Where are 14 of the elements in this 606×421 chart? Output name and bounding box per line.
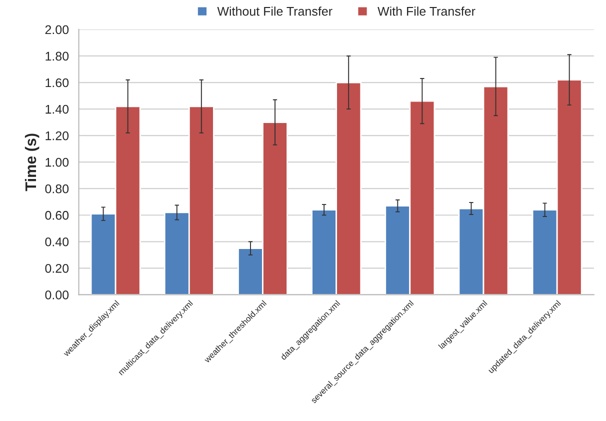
legend-label: Without File Transfer <box>217 6 332 16</box>
y-tick-label: 0.60 <box>45 210 69 220</box>
legend-label: With File Transfer <box>378 6 476 16</box>
y-tick-label: 0.20 <box>45 264 69 273</box>
y-tick-label: 1.80 <box>46 52 69 61</box>
y-tick-label: 1.40 <box>46 104 69 114</box>
y-tick-label: 2.00 <box>45 25 69 34</box>
y-tick-label: 0.00 <box>45 290 69 300</box>
y-tick-label: 0.80 <box>45 184 69 194</box>
y-tick-label: 1.00 <box>46 158 69 167</box>
y-tick-label: 1.60 <box>46 78 69 88</box>
y-axis-title: Time (s) <box>24 134 40 192</box>
y-tick-label: 1.20 <box>46 131 69 140</box>
y-tick-label: 0.40 <box>45 237 69 246</box>
